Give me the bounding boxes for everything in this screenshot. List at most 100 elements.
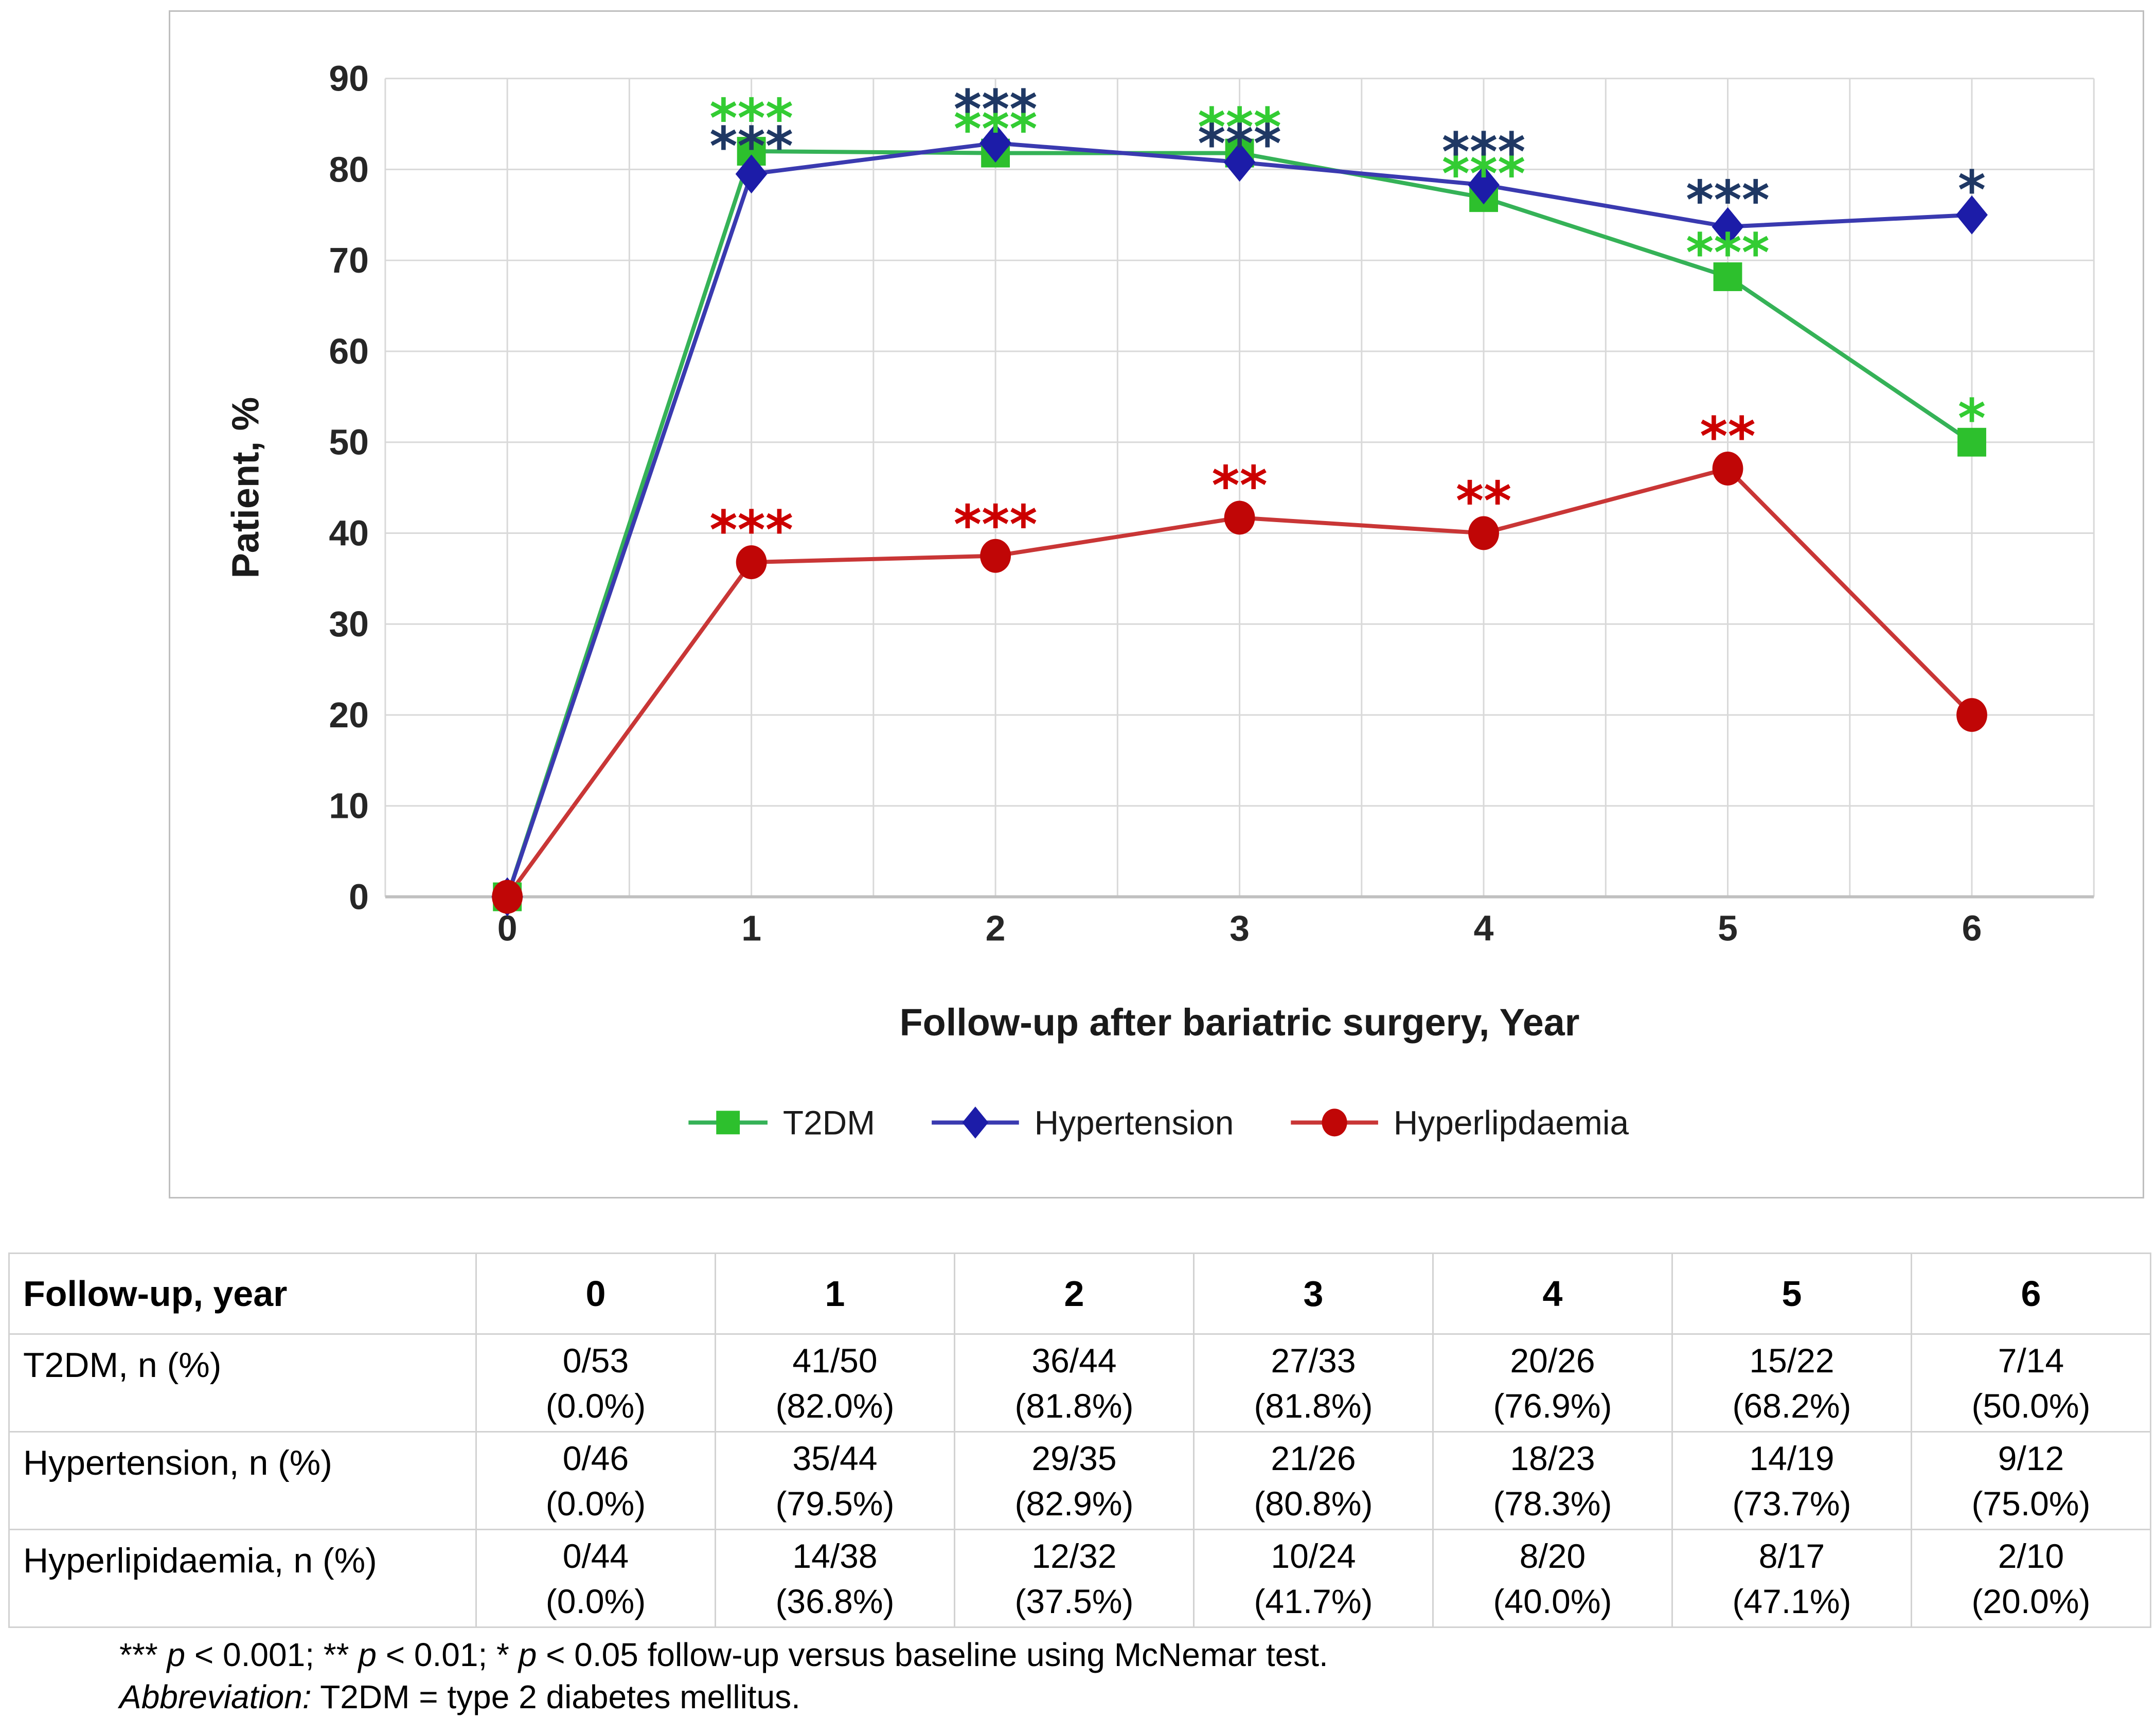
diamond-marker [1956, 195, 1988, 235]
x-tick-label: 5 [1718, 908, 1738, 948]
table-cell: 41/50 (82.0%) [715, 1333, 955, 1433]
significance-stars: ** [1456, 471, 1511, 532]
footnotes: *** p < 0.001; ** p < 0.01; * p < 0.05 f… [119, 1634, 1328, 1718]
square-marker [1957, 427, 1986, 457]
table-cell: 36/44 (81.8%) [954, 1333, 1195, 1433]
table-header-year: 3 [1193, 1252, 1434, 1335]
cell-fraction: 0/44 [562, 1536, 629, 1575]
table-header-year: 2 [954, 1252, 1195, 1335]
square-marker [1713, 262, 1742, 291]
significance-stars: ** [1700, 406, 1755, 468]
table-row-label: T2DM, n (%) [8, 1333, 477, 1433]
footnote-text: Abbreviation: [119, 1678, 312, 1715]
cell-percent: (82.0%) [775, 1386, 895, 1425]
table-header-year: 5 [1671, 1252, 1912, 1335]
table-cell: 7/14 (50.0%) [1911, 1333, 2151, 1433]
cell-percent: (79.5%) [775, 1484, 895, 1523]
significance-stars: *** [954, 79, 1038, 140]
y-tick-label: 30 [329, 604, 369, 644]
y-tick-label: 10 [329, 786, 369, 826]
cell-percent: (73.7%) [1732, 1484, 1851, 1523]
table-cell: 15/22 (68.2%) [1671, 1333, 1912, 1433]
y-tick-label: 60 [329, 331, 369, 371]
footnote-text: T2DM = type 2 diabetes mellitus. [311, 1678, 800, 1715]
y-axis-title: Patient, % [224, 397, 267, 579]
cell-percent: (75.0%) [1971, 1484, 2091, 1523]
significance-stars: *** [1442, 121, 1526, 183]
significance-stars: * [1958, 160, 1986, 222]
cell-fraction: 12/32 [1031, 1536, 1117, 1575]
footnote-text: < 0.05 follow-up versus baseline using M… [537, 1636, 1328, 1673]
table-cell: 12/32 (37.5%) [954, 1529, 1195, 1628]
cell-percent: (68.2%) [1732, 1386, 1851, 1425]
cell-fraction: 15/22 [1749, 1341, 1834, 1380]
footnote-text: < 0.01; * [376, 1636, 519, 1673]
table-cell: 14/19 (73.7%) [1671, 1431, 1912, 1530]
footnote-text: p [518, 1636, 537, 1673]
comorbidity-chart-panel: 0 10 20 30 40 50 60 70 80 90 0 1 2 3 4 5 6 Patient, % Foll… [169, 10, 2144, 1198]
table-cell: 10/24 (41.7%) [1193, 1529, 1434, 1628]
cell-percent: (36.8%) [775, 1582, 895, 1620]
circle-marker [1224, 500, 1255, 535]
cell-percent: (81.8%) [1254, 1386, 1373, 1425]
circle-marker [492, 880, 523, 914]
table-cell: 27/33 (81.8%) [1193, 1333, 1434, 1433]
x-tick-label: 3 [1230, 908, 1250, 948]
cell-percent: (0.0%) [545, 1582, 646, 1620]
significance-stars: *** [709, 88, 793, 150]
cell-percent: (50.0%) [1971, 1386, 2091, 1425]
table-row-label: Hypertension, n (%) [8, 1431, 477, 1530]
table-row-label: Hyperlipidaemia, n (%) [8, 1529, 477, 1628]
x-tick-label: 2 [986, 908, 1006, 948]
table-header-row: Follow-up, year 0 1 2 3 4 5 6 [8, 1252, 2151, 1335]
cell-fraction: 8/20 [1519, 1536, 1586, 1575]
diamond-marker [1223, 142, 1256, 182]
y-tick-label: 0 [349, 876, 369, 917]
table-row: Hypertension, n (%) 0/46 (0.0%) 35/44 (79.5%… [8, 1431, 2151, 1530]
footnote-text: *** [119, 1636, 167, 1673]
legend-item-hyperlipdaemia: Hyperlipdaemia [1291, 1103, 1629, 1141]
cell-fraction: 10/24 [1271, 1536, 1356, 1575]
cell-fraction: 8/17 [1758, 1536, 1825, 1575]
cell-fraction: 7/14 [1998, 1341, 2064, 1380]
diamond-marker [1712, 207, 1744, 246]
cell-percent: (37.5%) [1014, 1582, 1134, 1620]
cell-percent: (47.1%) [1732, 1582, 1851, 1620]
table-row: T2DM, n (%) 0/53 (0.0%) 41/50 (82.0%) 36/44 (8… [8, 1333, 2151, 1433]
y-tick-label: 90 [329, 59, 369, 99]
significance-stars: *** [709, 116, 793, 178]
abbreviation-footnote: Abbreviation: T2DM = type 2 diabetes mel… [119, 1676, 1328, 1718]
cell-fraction: 35/44 [792, 1439, 878, 1477]
cell-percent: (20.0%) [1971, 1582, 2091, 1620]
cell-fraction: 14/38 [792, 1536, 878, 1575]
significance-footnote: *** p < 0.001; ** p < 0.01; * p < 0.05 f… [119, 1634, 1328, 1676]
x-tick-label: 1 [741, 908, 761, 948]
diamond-marker [735, 154, 768, 194]
y-tick-label: 50 [329, 422, 369, 462]
legend-label: Hypertension [1035, 1103, 1234, 1141]
significance-stars: ** [1211, 455, 1267, 517]
cell-fraction: 14/19 [1749, 1439, 1834, 1477]
legend-label: Hyperlipdaemia [1394, 1103, 1629, 1141]
cell-fraction: 36/44 [1031, 1341, 1117, 1380]
cell-fraction: 29/35 [1031, 1439, 1117, 1477]
cell-percent: (41.7%) [1254, 1582, 1373, 1620]
significance-stars: *** [1686, 170, 1770, 231]
table-header-year: 1 [715, 1252, 955, 1335]
y-tick-label: 20 [329, 695, 369, 735]
follow-up-table: Follow-up, year 0 1 2 3 4 5 6 T2DM, n (%) 0/53 (0… [8, 1252, 2151, 1628]
cell-percent: (80.8%) [1254, 1484, 1373, 1523]
significance-stars: * [1958, 388, 1986, 450]
table-cell: 9/12 (75.0%) [1911, 1431, 2151, 1530]
circle-marker [980, 539, 1011, 573]
table-cell: 8/20 (40.0%) [1432, 1529, 1673, 1628]
significance-stars: *** [1442, 144, 1526, 205]
cell-fraction: 41/50 [792, 1341, 878, 1380]
cell-percent: (82.9%) [1014, 1484, 1134, 1523]
cell-percent: (0.0%) [545, 1484, 646, 1523]
table-row: Hyperlipidaemia, n (%) 0/44 (0.0%) 14/38 (36… [8, 1529, 2151, 1628]
significance-stars: *** [954, 494, 1038, 556]
table-cell: 0/46 (0.0%) [475, 1431, 716, 1530]
table-header-year: 6 [1911, 1252, 2151, 1335]
